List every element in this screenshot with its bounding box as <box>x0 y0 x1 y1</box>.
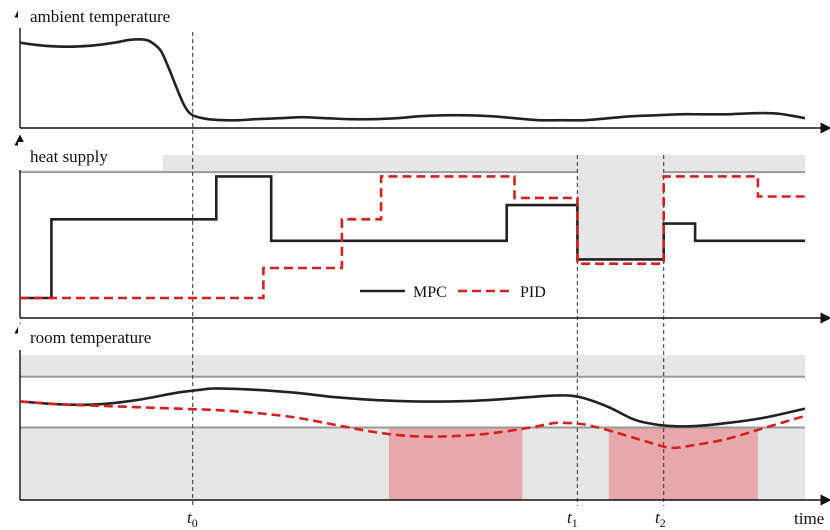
panel2-title: heat supply <box>30 147 108 166</box>
tick-t1: t1 <box>567 508 578 530</box>
room-upper-band <box>20 355 805 377</box>
tick-t2: t2 <box>655 508 666 530</box>
series-layer <box>19 38 806 450</box>
panel1-series-line1 <box>19 38 806 122</box>
panel3-series-mpc <box>19 387 806 428</box>
panel3-title-bg <box>18 324 188 350</box>
comfort-violation-1 <box>388 427 523 500</box>
panel1-title: ambient temperature <box>30 7 170 26</box>
background-layer <box>20 155 805 500</box>
tick-t0: t0 <box>187 508 198 530</box>
axes <box>14 6 830 506</box>
legend: MPC PID <box>352 275 568 305</box>
panel1-title-bg <box>18 2 248 28</box>
panel2-series-mpc <box>20 175 805 300</box>
panel3-title: room temperature <box>30 328 151 347</box>
x-axis-label-time: time <box>794 509 824 528</box>
panel3-series-pid <box>19 400 806 450</box>
legend-mpc-label: MPC <box>413 284 447 301</box>
legend-pid-label: PID <box>520 284 546 301</box>
panel2-series-pid <box>20 175 805 300</box>
panel2-title-bg <box>18 142 163 170</box>
heat-unavailable-region <box>577 155 664 260</box>
comfort-violation-2 <box>608 427 758 500</box>
